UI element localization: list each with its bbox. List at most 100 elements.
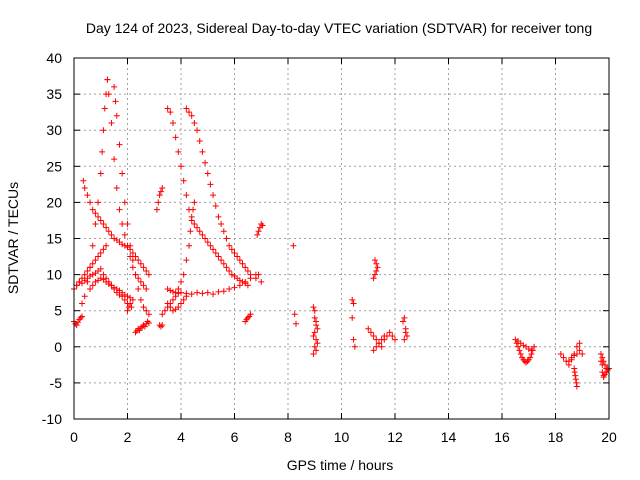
data-point	[527, 354, 534, 361]
data-point	[103, 224, 110, 231]
y-tick-label: 25	[46, 158, 62, 174]
data-point	[313, 322, 320, 329]
data-point	[373, 267, 380, 274]
data-point	[311, 329, 318, 336]
data-point	[116, 141, 123, 148]
data-point	[557, 351, 564, 358]
data-point	[111, 83, 118, 90]
data-point	[175, 148, 182, 155]
data-point	[164, 105, 171, 112]
data-point	[113, 286, 120, 293]
data-point	[180, 271, 187, 278]
data-point	[349, 296, 356, 303]
data-point	[97, 249, 104, 256]
data-point	[143, 267, 150, 274]
data-point	[520, 356, 527, 363]
data-point	[89, 260, 96, 267]
data-point	[116, 206, 123, 213]
data-point	[113, 112, 120, 119]
series-trace-f	[87, 275, 136, 303]
data-point	[121, 199, 128, 206]
data-point	[144, 318, 151, 325]
data-point	[254, 231, 261, 238]
data-point	[402, 325, 409, 332]
data-point	[226, 286, 233, 293]
data-point	[523, 359, 530, 366]
data-point	[112, 98, 119, 105]
data-point	[311, 314, 318, 321]
data-point	[84, 267, 91, 274]
data-point	[579, 351, 586, 358]
data-point	[231, 249, 238, 256]
data-point	[512, 336, 519, 343]
data-point	[178, 278, 184, 285]
data-point	[228, 271, 235, 278]
data-point	[76, 278, 83, 285]
data-point	[95, 199, 102, 206]
x-tick-label: 6	[231, 429, 239, 445]
data-point	[188, 112, 195, 119]
data-point	[351, 343, 358, 350]
data-points	[71, 76, 612, 390]
data-point	[186, 109, 193, 116]
data-point	[79, 313, 86, 320]
data-point	[132, 329, 139, 336]
data-point	[161, 307, 168, 314]
data-point	[314, 325, 321, 332]
data-point	[247, 275, 254, 282]
data-point	[169, 307, 176, 314]
data-point	[404, 332, 411, 339]
data-point	[600, 374, 607, 381]
data-point	[207, 242, 214, 249]
data-point	[204, 170, 211, 177]
series-trace-e	[111, 83, 152, 318]
y-tick-label: 40	[46, 50, 62, 66]
data-point	[367, 329, 374, 336]
series-cluster-2h-b	[124, 300, 135, 314]
data-point	[604, 365, 611, 372]
y-axis-label: SDTVAR / TECUs	[5, 182, 21, 294]
data-point	[573, 343, 580, 350]
series-cluster-11.2h-b	[365, 325, 398, 354]
data-point	[202, 159, 209, 166]
data-point	[210, 291, 217, 298]
data-point	[101, 105, 108, 112]
data-point	[576, 347, 583, 354]
data-point	[215, 213, 222, 220]
data-point	[124, 293, 131, 300]
data-point	[127, 242, 134, 249]
data-point	[204, 289, 211, 296]
data-point	[371, 257, 378, 264]
data-point	[290, 242, 297, 249]
data-point	[87, 264, 94, 271]
data-point	[247, 311, 254, 318]
data-point	[172, 289, 179, 296]
data-point	[313, 336, 320, 343]
data-point	[244, 267, 251, 274]
data-point	[293, 320, 300, 327]
data-point	[175, 304, 182, 311]
data-point	[105, 91, 112, 98]
data-point	[124, 221, 131, 228]
series-cluster-11.2h	[370, 257, 381, 282]
data-point	[89, 282, 96, 289]
data-point	[220, 260, 227, 267]
data-point	[178, 163, 184, 170]
data-point	[172, 134, 179, 141]
data-point	[259, 222, 266, 229]
data-point	[141, 323, 148, 330]
data-point	[121, 242, 128, 249]
data-point	[370, 347, 377, 354]
data-point	[159, 322, 166, 329]
data-point	[220, 288, 227, 295]
data-point	[97, 217, 104, 224]
data-point	[155, 199, 162, 206]
data-point	[178, 300, 184, 307]
series-cluster-10.4h	[349, 296, 358, 350]
data-point	[80, 177, 87, 184]
data-point	[243, 316, 250, 323]
data-point	[310, 304, 317, 311]
tick-labels: 0 2 4 6 8 10 12 14 16 18 20 -10 -5 0 5 10 15 20 25 30 35 40	[42, 50, 617, 445]
data-point	[124, 307, 131, 314]
